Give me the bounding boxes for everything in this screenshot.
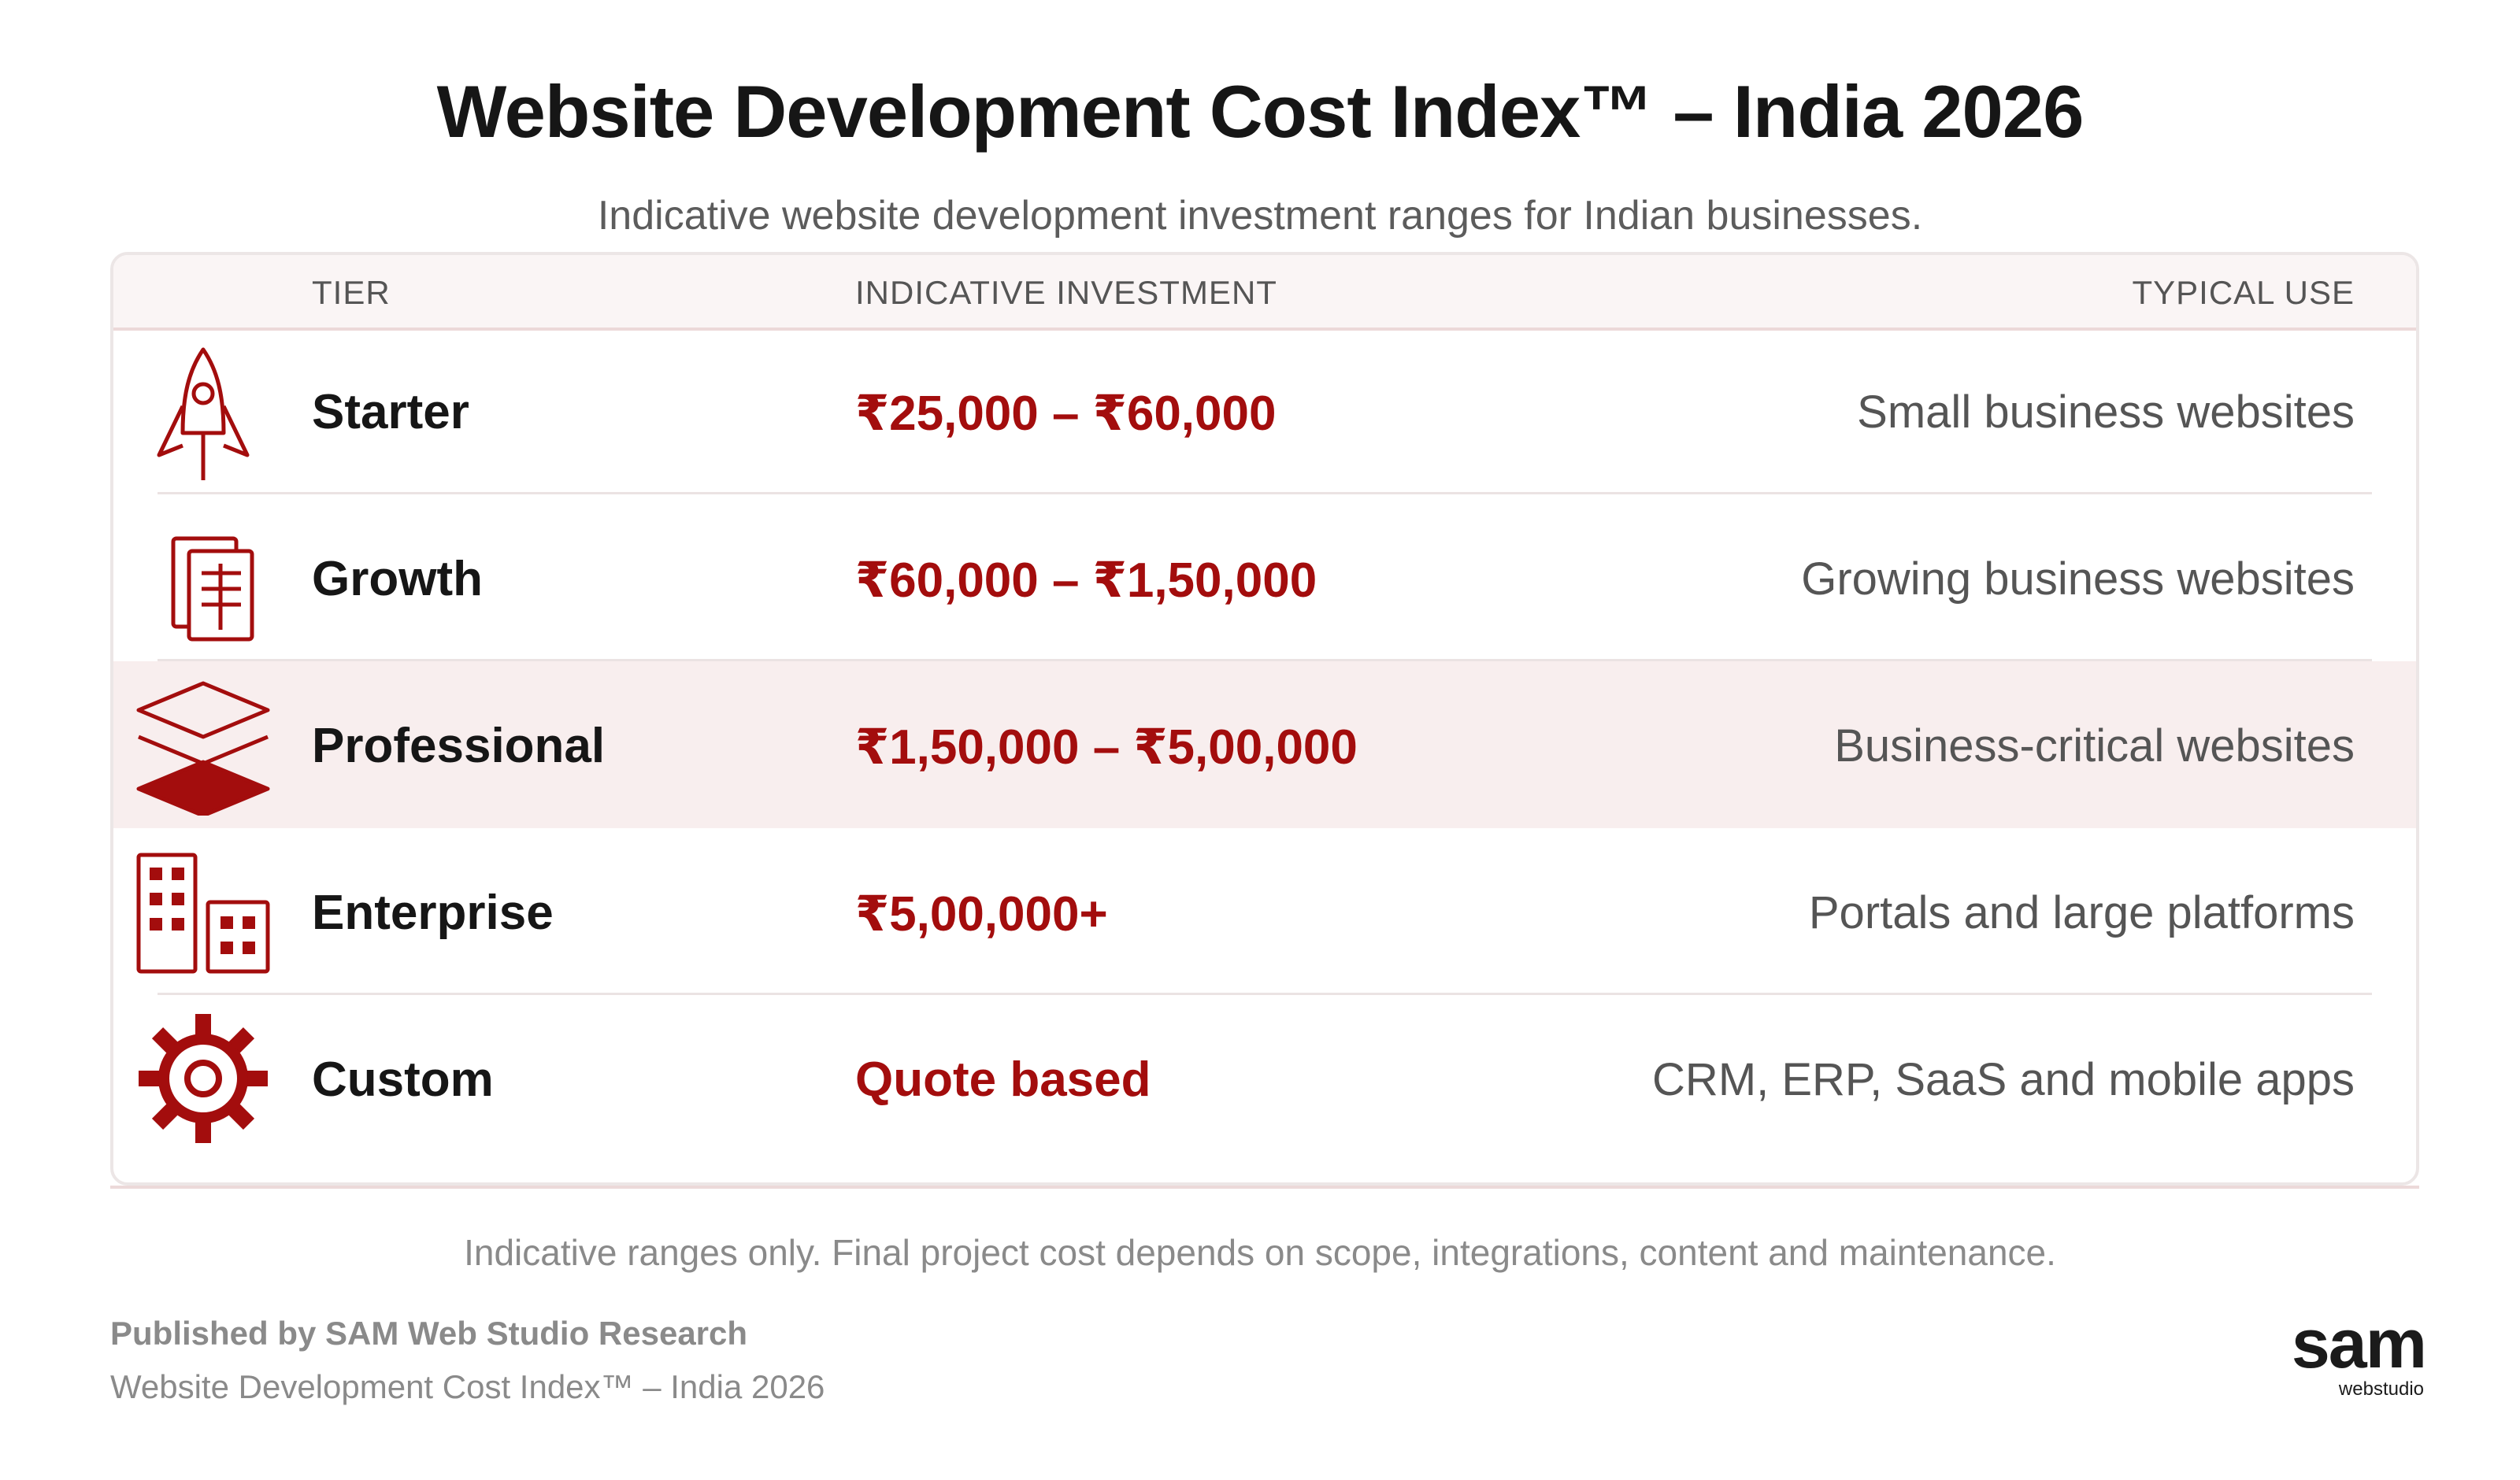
typical-use: Business-critical websites [1834, 720, 2355, 771]
logo-wordmark: sam [2291, 1304, 2427, 1382]
buildings-icon [136, 853, 270, 974]
tier-name: Growth [312, 552, 483, 606]
tier-name: Starter [312, 385, 469, 439]
divider-line [110, 1186, 2419, 1189]
table-row-highlighted: Professional ₹1,50,000 – ₹5,00,000 Busin… [113, 661, 2416, 828]
typical-use: Growing business websites [1801, 553, 2355, 605]
page-title: Website Development Cost Index™ – India … [436, 70, 2085, 153]
column-header-use: TYPICAL USE [2132, 274, 2355, 311]
sam-webstudio-logo: sam webstudio [2260, 1304, 2427, 1403]
investment-range: ₹1,50,000 – ₹5,00,000 [855, 720, 1358, 775]
column-header-investment: INDICATIVE INVESTMENT [855, 274, 1277, 311]
tier-name: Enterprise [312, 886, 554, 940]
table-row: Starter ₹25,000 – ₹60,000 Small business… [113, 327, 2416, 494]
investment-range: ₹5,00,000+ [855, 887, 1108, 942]
layers-icon [136, 681, 270, 816]
logo-subtext: webstudio [2338, 1378, 2424, 1400]
disclaimer-text: Indicative ranges only. Final project co… [464, 1232, 2056, 1273]
column-header-tier: TIER [312, 274, 391, 311]
table-row: Custom Quote based CRM, ERP, SaaS and mo… [113, 995, 2416, 1162]
gear-icon [139, 1014, 268, 1143]
typical-use: CRM, ERP, SaaS and mobile apps [1652, 1054, 2355, 1105]
row-divider [158, 993, 2372, 995]
publisher-credit: Published by SAM Web Studio Research [110, 1315, 748, 1352]
documents-icon [171, 536, 254, 642]
tier-name: Professional [312, 719, 606, 773]
row-divider [158, 659, 2372, 661]
page-subtitle: Indicative website development investmen… [597, 193, 1923, 239]
table-row: Enterprise ₹5,00,000+ Portals and large … [113, 828, 2416, 995]
table-header: TIER INDICATIVE INVESTMENT TYPICAL USE [113, 255, 2416, 331]
investment-range: Quote based [855, 1053, 1151, 1107]
table-row: Growth ₹60,000 – ₹1,50,000 Growing busin… [113, 494, 2416, 661]
investment-range: ₹60,000 – ₹1,50,000 [855, 553, 1317, 608]
report-name: Website Development Cost Index™ – India … [110, 1368, 825, 1405]
tier-name: Custom [312, 1053, 494, 1107]
investment-range: ₹25,000 – ₹60,000 [855, 387, 1277, 441]
rocket-icon [157, 347, 250, 480]
typical-use: Small business websites [1857, 387, 2355, 438]
typical-use: Portals and large platforms [1808, 887, 2355, 938]
row-divider [158, 492, 2372, 494]
cost-table: TIER INDICATIVE INVESTMENT TYPICAL USE S… [110, 252, 2419, 1186]
